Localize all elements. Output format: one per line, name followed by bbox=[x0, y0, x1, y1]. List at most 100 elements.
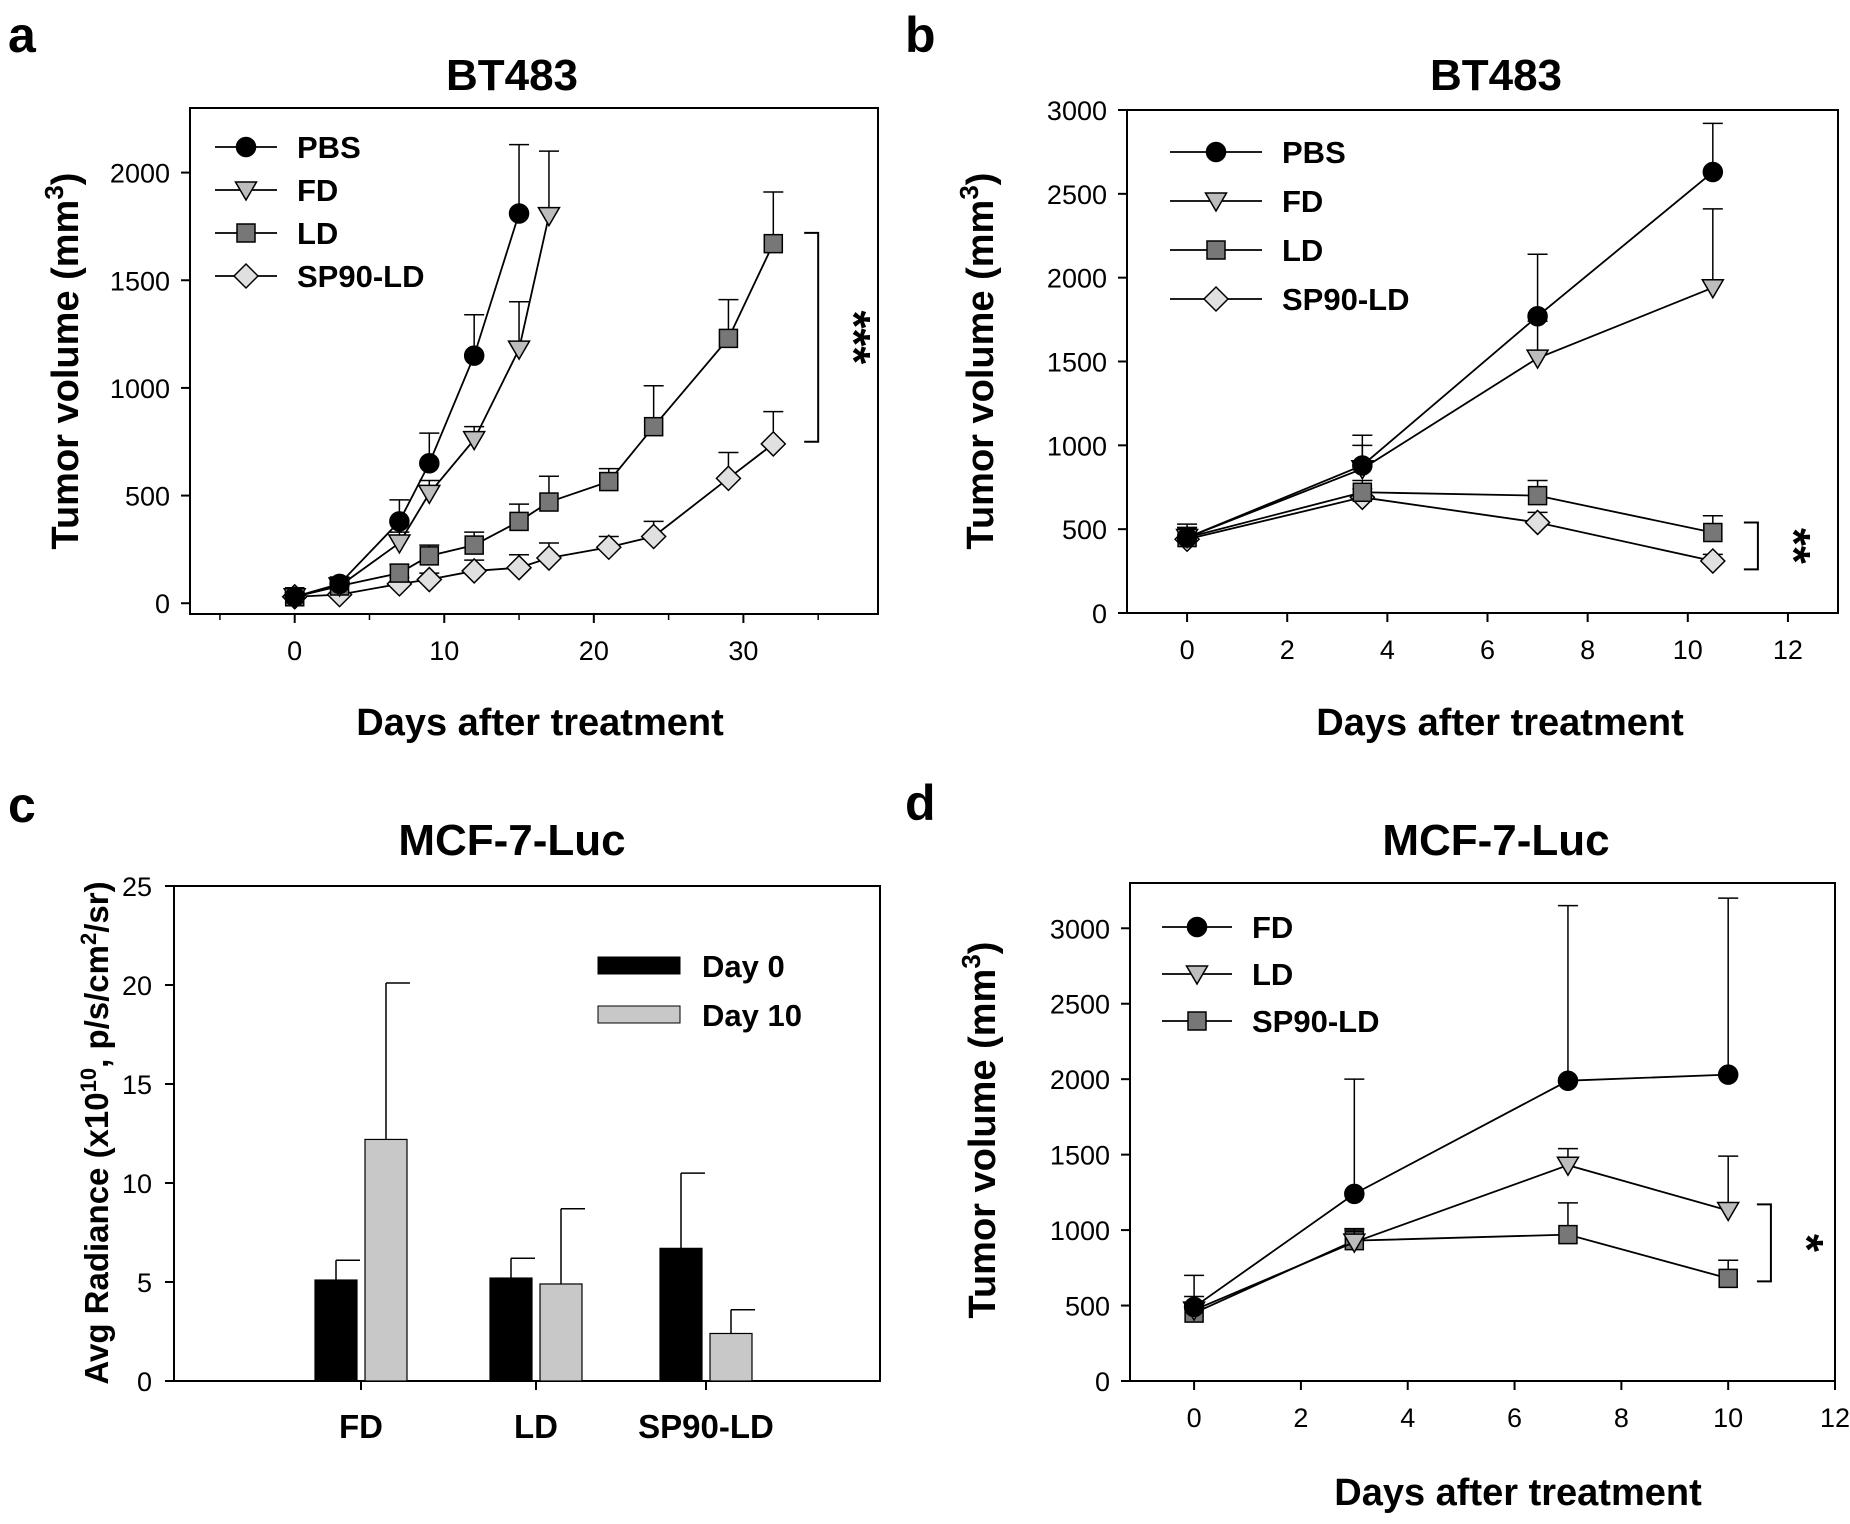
series-line-pbs bbox=[1186, 171, 1714, 539]
legend-label: Day 10 bbox=[702, 998, 802, 1033]
series-ld bbox=[284, 191, 784, 607]
bar-group-ld-day-0 bbox=[489, 1257, 535, 1382]
legend-item-ld: LD bbox=[1170, 233, 1323, 268]
panel-b-significance-label: ** bbox=[1768, 528, 1820, 564]
panel-d-x-axis-label: Days after treatment bbox=[1334, 1472, 1702, 1514]
significance-bracket bbox=[804, 231, 820, 443]
data-point-fd bbox=[1717, 1064, 1739, 1085]
panel-b-plot-frame bbox=[1126, 109, 1839, 614]
data-point-sp90-ld bbox=[1524, 509, 1551, 536]
panel-d-series bbox=[1182, 897, 1740, 1323]
data-point-sp90-ld bbox=[461, 557, 488, 584]
data-point-ld bbox=[464, 535, 484, 555]
panel-b-x-axis-label: Days after treatment bbox=[1316, 702, 1684, 744]
panel-d-title: MCF-7-Luc bbox=[1382, 816, 1609, 865]
panel-d: d MCF-7-Luc Days after treatment Tumor v… bbox=[905, 775, 1850, 1514]
series-ld bbox=[1182, 1147, 1740, 1322]
x-tick-label: 8 bbox=[1580, 635, 1595, 665]
data-point-sp90-ld bbox=[416, 566, 443, 593]
legend-marker-ld bbox=[236, 223, 256, 243]
series-sp90-ld bbox=[1184, 1202, 1739, 1323]
data-point-sp90-ld bbox=[505, 554, 533, 581]
panel-d-ticks: 0 2 4 6 8 10 12 0 500 1000 1500 2000 2500 3000 bbox=[1050, 914, 1850, 1433]
bar-group-fd-day-10 bbox=[364, 982, 410, 1382]
y-tick-label: 0 bbox=[1095, 1367, 1110, 1397]
series-fd bbox=[1175, 208, 1725, 550]
data-point-pbs bbox=[389, 511, 410, 532]
category-label: FD bbox=[339, 1408, 383, 1445]
legend-swatch-day-10 bbox=[597, 1005, 681, 1024]
y-tick-label: 1500 bbox=[1047, 348, 1107, 378]
y-tick-label: 20 bbox=[122, 971, 152, 1001]
panel-c: c MCF-7-Luc Avg Radiance (x1010, p/s/cm2… bbox=[8, 777, 881, 1445]
panel-d-plot-frame bbox=[1129, 882, 1836, 1382]
data-point-fd bbox=[537, 206, 561, 228]
x-tick-label: 8 bbox=[1614, 1403, 1629, 1433]
data-point-fd bbox=[462, 430, 486, 452]
legend-label: Day 0 bbox=[702, 949, 785, 984]
legend-marker-ld bbox=[1206, 240, 1226, 260]
data-point-ld bbox=[539, 492, 559, 512]
legend-item-day-10: Day 10 bbox=[597, 998, 802, 1033]
panel-c-series bbox=[314, 982, 755, 1382]
panel-letter-c: c bbox=[8, 777, 36, 833]
legend-marker-sp90-ld bbox=[1202, 285, 1230, 313]
y-tick-label: 500 bbox=[1062, 515, 1107, 545]
legend-label: PBS bbox=[297, 130, 361, 165]
series-line-ld bbox=[1186, 491, 1714, 539]
data-point-ld bbox=[718, 328, 739, 349]
legend-item-day-0: Day 0 bbox=[597, 949, 785, 984]
x-tick-label: 2 bbox=[1280, 635, 1295, 665]
data-point-ld bbox=[509, 511, 529, 532]
y-tick-label: 0 bbox=[137, 1367, 152, 1397]
data-point-sp90-ld bbox=[1558, 1224, 1578, 1245]
panel-b: b BT483 Days after treatment Tumor volum… bbox=[905, 7, 1839, 744]
panel-d-significance-label: * bbox=[1781, 1234, 1833, 1252]
significance-bracket bbox=[1743, 521, 1759, 571]
significance-bracket bbox=[1756, 1203, 1772, 1283]
x-tick-label: 12 bbox=[1773, 635, 1803, 665]
data-point-ld bbox=[1342, 1233, 1367, 1254]
data-point-ld bbox=[1527, 485, 1548, 506]
y-tick-label: 25 bbox=[122, 872, 152, 902]
y-tick-label: 0 bbox=[155, 589, 170, 619]
data-point-ld bbox=[643, 416, 664, 437]
bar-day-0 bbox=[659, 1247, 703, 1382]
series-sp90-ld bbox=[1174, 484, 1726, 575]
panel-letter-a: a bbox=[8, 7, 37, 63]
series-line-sp90-ld bbox=[1186, 496, 1714, 562]
y-tick-label: 1000 bbox=[110, 374, 170, 404]
panel-d-y-axis-label: Tumor volume (mm3) bbox=[956, 942, 1004, 1319]
panel-letter-b: b bbox=[905, 7, 936, 63]
legend-item-ld: LD bbox=[1162, 957, 1293, 992]
data-point-ld bbox=[763, 233, 784, 254]
y-tick-label: 1500 bbox=[110, 266, 170, 296]
panel-b-ticks: 0 2 4 6 8 10 12 0 500 1000 1500 2000 2500 3000 bbox=[1047, 96, 1803, 665]
legend-item-sp90-ld: SP90-LD bbox=[1162, 1004, 1379, 1039]
legend-label: FD bbox=[1282, 184, 1323, 219]
legend-marker-pbs bbox=[1205, 141, 1227, 163]
panel-b-significance: ** bbox=[1743, 521, 1820, 571]
legend-marker-ld bbox=[1185, 965, 1209, 986]
legend-label: FD bbox=[297, 173, 338, 208]
series-line-ld bbox=[294, 243, 775, 598]
bar-day-0 bbox=[314, 1279, 358, 1382]
y-tick-label: 15 bbox=[122, 1070, 152, 1100]
data-point-ld bbox=[1716, 1201, 1740, 1222]
y-tick-label: 2000 bbox=[1050, 1065, 1110, 1095]
panel-b-y-axis-label: Tumor volume (mm3) bbox=[954, 173, 1002, 550]
x-tick-label: 20 bbox=[579, 636, 609, 666]
series-ld bbox=[1177, 479, 1723, 548]
panel-a-significance-label: *** bbox=[828, 310, 880, 364]
legend-item-pbs: PBS bbox=[215, 130, 361, 165]
data-point-fd bbox=[1344, 1183, 1365, 1205]
panel-d-legend: FD LD SP90-LD bbox=[1162, 910, 1379, 1039]
x-tick-label: 6 bbox=[1480, 635, 1495, 665]
panel-b-title: BT483 bbox=[1430, 51, 1562, 100]
data-point-ld bbox=[419, 546, 440, 566]
x-tick-label: 4 bbox=[1380, 635, 1395, 665]
data-point-pbs bbox=[329, 573, 350, 595]
x-tick-label: 10 bbox=[1713, 1403, 1743, 1433]
panel-a-series bbox=[281, 143, 787, 610]
bar-group-sp90-ld-day-0 bbox=[659, 1172, 705, 1382]
